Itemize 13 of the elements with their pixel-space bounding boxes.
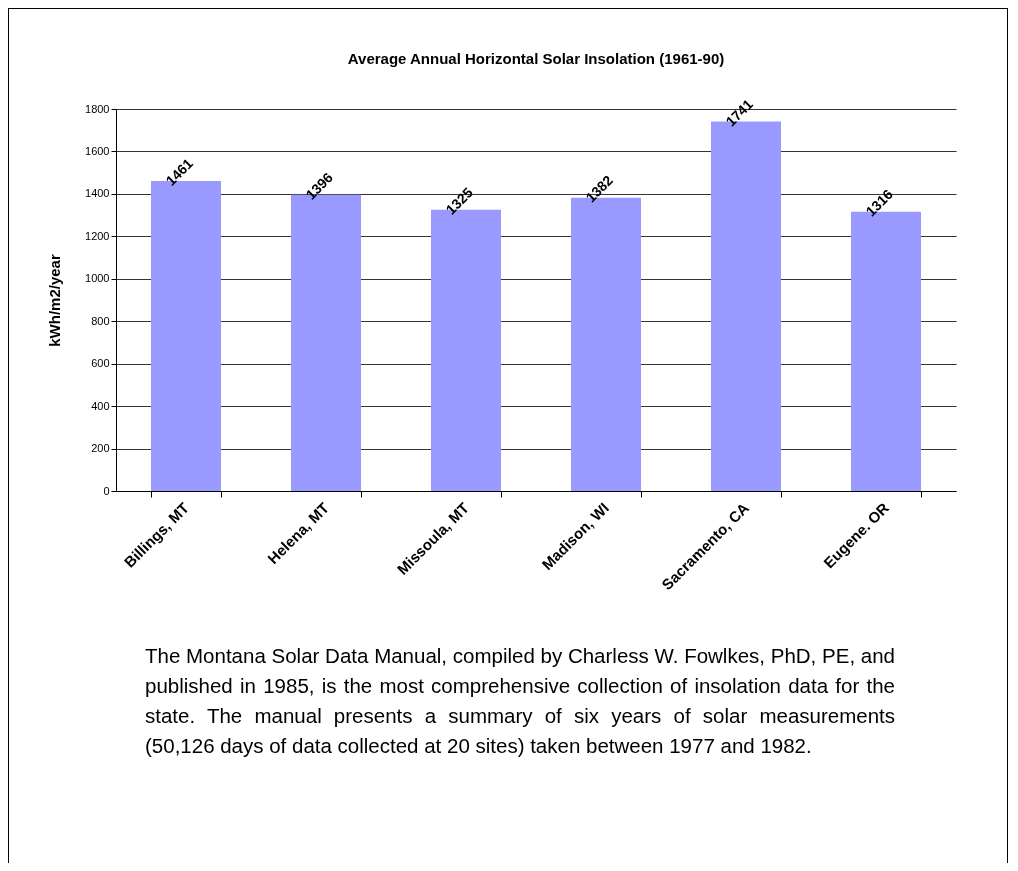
y-tick-label: 1000: [85, 272, 110, 285]
y-tick-label: 200: [91, 442, 110, 455]
y-tick-label: 1800: [85, 102, 110, 115]
y-tick-label: 400: [91, 399, 110, 412]
y-tick-label: 600: [91, 357, 110, 370]
y-tick-label: 1600: [85, 144, 110, 157]
y-axis-title: kWh/m2/year: [46, 254, 64, 347]
y-tick-label: 0: [103, 484, 110, 497]
text: The Montana Solar Data Manual, compiled by Charless W. Fowlkes, PhD, PE, and published in 1985, is the most comprehensive collection of insolation data for the state. The manual presents a summary of six years of solar measurements (50,126 days of data collected at 20 sites) taken between 1977 and 1982.: [145, 643, 895, 759]
y-tick-label: 1200: [85, 229, 110, 242]
y-tick-label: 800: [91, 314, 110, 327]
chart-title: Average Annual Horizontal Solar Insolation (1961-90): [347, 50, 725, 68]
y-tick-label: 1400: [85, 187, 110, 200]
